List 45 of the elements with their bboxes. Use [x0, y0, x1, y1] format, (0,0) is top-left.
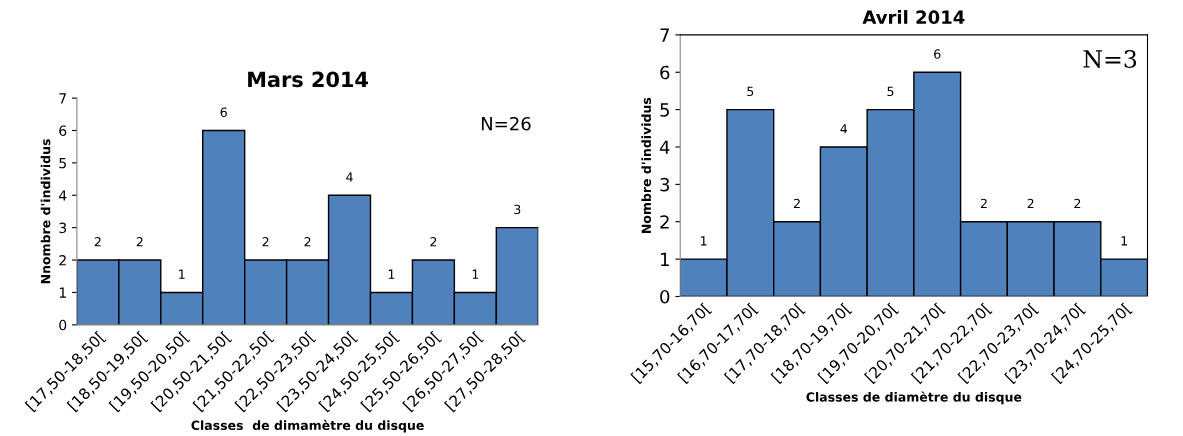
chart-title: Avril 2014 — [862, 10, 965, 25]
data-label: 2 — [980, 198, 987, 209]
y-tick-label: 5 — [59, 158, 66, 169]
chart-title: Mars 2014 — [248, 71, 368, 88]
y-tick-label: 3 — [660, 177, 670, 192]
x-axis-title: Classes de diamètre du disque — [806, 391, 1022, 405]
y-tick-label: 4 — [659, 140, 670, 154]
annotation: N=26 — [481, 116, 531, 131]
y-tick-label: 2 — [660, 215, 669, 229]
y-tick-label: 0 — [59, 319, 67, 331]
data-label: 2 — [430, 237, 437, 247]
y-tick-label: 4 — [59, 190, 67, 201]
y-axis-title: Nombre d'individus — [641, 97, 652, 233]
data-label: 2 — [136, 237, 143, 247]
data-label: 1 — [388, 269, 395, 279]
data-label: 6 — [934, 49, 941, 59]
y-tick-label: 5 — [660, 103, 669, 117]
data-label: 2 — [262, 237, 269, 247]
data-label: 5 — [747, 86, 754, 97]
data-label: 3 — [514, 204, 521, 215]
data-label: 5 — [887, 86, 894, 97]
y-tick-label: 3 — [59, 222, 67, 234]
data-label: 6 — [220, 107, 227, 117]
y-axis-title: Nnombre d'individus — [40, 139, 51, 284]
x-axis-title: Classes de dimamètre du disque — [191, 419, 424, 433]
y-tick-label: 0 — [660, 289, 670, 304]
data-label: 4 — [346, 172, 353, 182]
data-label: 1 — [1121, 236, 1127, 246]
data-label: 2 — [94, 237, 101, 247]
y-tick-label: 7 — [59, 93, 66, 104]
y-tick-label: 6 — [59, 125, 67, 136]
y-tick-label: 2 — [59, 255, 66, 266]
data-label: 2 — [304, 237, 311, 247]
y-tick-label: 1 — [661, 252, 669, 266]
data-label: 1 — [179, 269, 185, 279]
y-tick-label: 7 — [660, 28, 669, 42]
data-label: 2 — [1027, 198, 1034, 209]
y-tick-label: 6 — [660, 65, 670, 80]
data-label: 2 — [793, 198, 800, 209]
annotation: N=3 — [1083, 50, 1137, 68]
data-label: 2 — [1074, 198, 1081, 209]
data-label: 1 — [700, 236, 707, 246]
data-label: 4 — [840, 124, 848, 134]
data-label: 1 — [472, 269, 479, 279]
y-tick-label: 1 — [59, 287, 66, 298]
